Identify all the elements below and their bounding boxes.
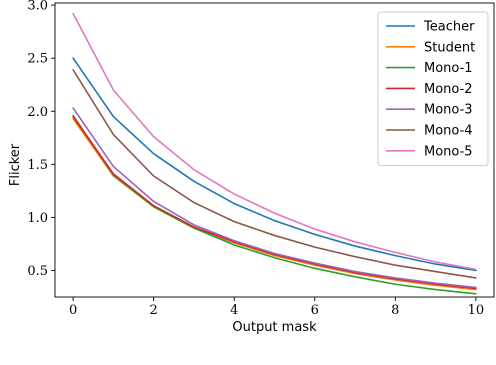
ticks-layer: 0 2 4 6 8 10 0.5 1.0 1.5 2.0 2.5 3.0: [27, 0, 484, 318]
x-tick-label: 2: [150, 303, 158, 318]
x-tick-label: 0: [69, 303, 77, 318]
series-layer: [72, 12, 477, 295]
y-tick-label: 0.5: [27, 264, 48, 279]
y-tick-label: 1.0: [27, 211, 48, 226]
x-axis-label: Output mask: [232, 320, 317, 335]
legend-entry: Student: [424, 40, 475, 55]
y-tick-label: 3.0: [27, 0, 48, 14]
y-tick-label: 2.0: [27, 105, 48, 120]
legend-entry: Teacher: [423, 20, 475, 35]
series-line-mono-5: [72, 12, 477, 271]
x-tick-label: 6: [311, 303, 319, 318]
series-line-mono-4: [72, 69, 477, 279]
legend-entry: Mono-3: [424, 103, 473, 118]
series-line-teacher: [72, 57, 477, 272]
y-tick-label: 2.5: [27, 52, 48, 67]
x-tick-label: 10: [468, 303, 485, 318]
plot-frame: [54, 2, 495, 298]
x-tick-label: 8: [391, 303, 399, 318]
y-axis-label: Flicker: [8, 143, 23, 186]
y-tick-label: 1.5: [27, 158, 48, 173]
series-line-mono-2: [72, 115, 477, 290]
series-line-mono-3: [72, 107, 477, 289]
legend: Teacher Student Mono-1 Mono-2 Mono-3 Mono-4 Mo…: [377, 11, 489, 167]
legend-entry: Mono-4: [424, 124, 473, 139]
legend-entry: Mono-5: [424, 144, 473, 159]
legend-box: [377, 11, 489, 167]
x-tick-label: 4: [230, 303, 238, 318]
legend-entry: Mono-2: [424, 82, 473, 97]
series-line-mono-1: [72, 114, 477, 295]
legend-entry: Mono-1: [424, 61, 473, 76]
